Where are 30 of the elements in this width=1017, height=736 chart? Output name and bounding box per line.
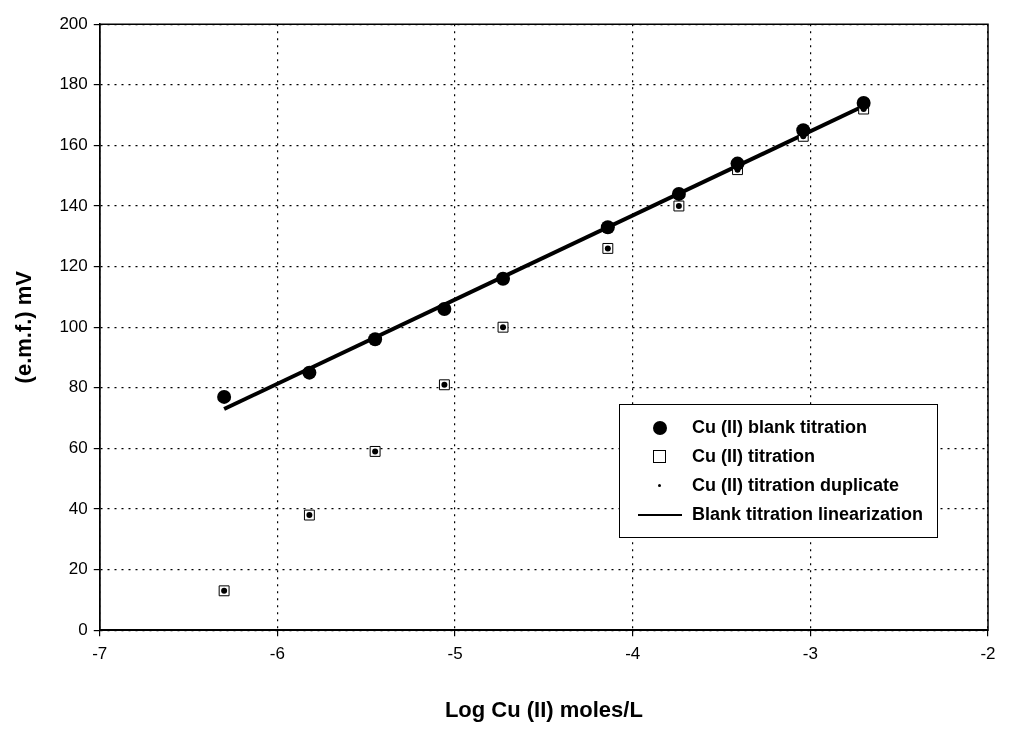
legend-label: Blank titration linearization — [691, 504, 923, 525]
y-tick-label: 60 — [68, 438, 88, 458]
y-tick-label: 140 — [59, 195, 88, 215]
point — [217, 389, 232, 404]
x-tick-label: -3 — [802, 644, 818, 664]
legend-label: Cu (II) titration — [691, 446, 815, 467]
x-tick-label: -2 — [980, 644, 996, 664]
y-tick-label: 160 — [59, 135, 88, 155]
x-tick-label: -4 — [625, 644, 641, 664]
legend-label: Cu (II) titration duplicate — [691, 475, 899, 496]
x-tick-label: -6 — [269, 644, 285, 664]
y-tick-label: 180 — [59, 74, 88, 94]
point — [600, 220, 615, 235]
point — [671, 186, 686, 201]
y-tick-label: 100 — [59, 316, 88, 336]
x-tick-label: -5 — [447, 644, 463, 664]
point — [437, 302, 452, 317]
y-tick-label: 0 — [78, 619, 88, 639]
x-axis-title: Log Cu (II) moles/L — [444, 696, 643, 722]
x-tick-label: -7 — [92, 644, 108, 664]
y-tick-label: 80 — [68, 377, 88, 397]
point — [496, 271, 511, 286]
legend-label: Cu (II) blank titration — [691, 417, 867, 438]
y-tick-label: 20 — [68, 559, 88, 579]
y-tick-label: 200 — [59, 13, 88, 33]
y-tick-label: 40 — [68, 498, 88, 518]
y-tick-label: 120 — [59, 256, 88, 276]
point — [368, 332, 383, 347]
point — [302, 365, 317, 380]
y-axis-title: (e.m.f.) mV — [11, 270, 37, 384]
